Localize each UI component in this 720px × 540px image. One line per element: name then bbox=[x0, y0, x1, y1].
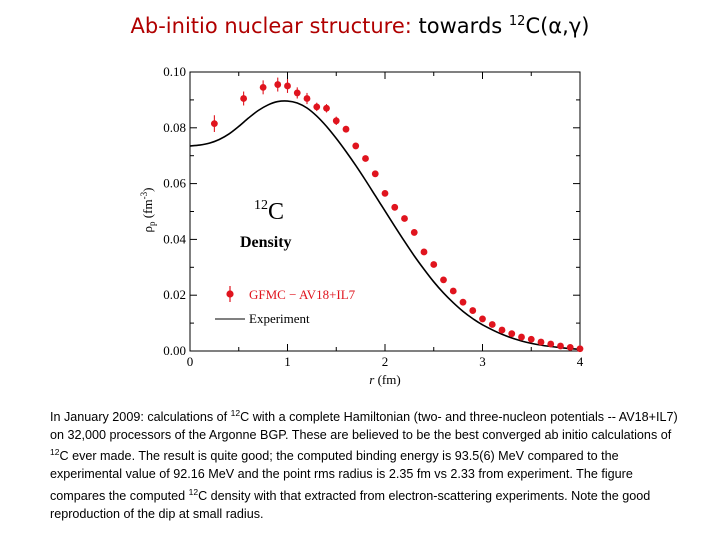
slide-title: Ab-initio nuclear structure: towards 12C… bbox=[0, 14, 720, 39]
gfmc-point bbox=[381, 189, 389, 197]
caption-superscript: 12 bbox=[50, 447, 60, 458]
gfmc-series bbox=[210, 77, 584, 353]
y-tick-label: 0.00 bbox=[163, 343, 186, 358]
gfmc-point bbox=[210, 120, 218, 128]
gfmc-point bbox=[323, 104, 330, 112]
y-tick-label: 0.10 bbox=[163, 64, 186, 79]
gfmc-point bbox=[352, 142, 360, 150]
caption-superscript: 12 bbox=[230, 408, 241, 418]
gfmc-point bbox=[440, 276, 447, 284]
gfmc-point bbox=[449, 287, 457, 295]
y-tick-label: 0.08 bbox=[163, 120, 186, 135]
y-axis-label: ρp (fm-3) bbox=[139, 188, 157, 233]
gfmc-point bbox=[508, 330, 516, 338]
gfmc-point bbox=[557, 342, 564, 350]
gfmc-point bbox=[391, 203, 399, 211]
gfmc-point bbox=[469, 307, 477, 314]
gfmc-point bbox=[518, 333, 525, 341]
gfmc-point bbox=[537, 338, 545, 346]
caption: In January 2009: calculations of 12C wit… bbox=[50, 405, 680, 523]
gfmc-point bbox=[342, 125, 350, 133]
density-annotation: Density bbox=[240, 234, 292, 251]
gfmc-point bbox=[547, 340, 555, 348]
x-axis-label: r (fm) bbox=[369, 372, 400, 387]
legend: GFMC − AV18+IL7 Experiment bbox=[215, 286, 356, 326]
gfmc-point bbox=[420, 248, 428, 256]
y-tick-label: 0.06 bbox=[163, 176, 186, 191]
gfmc-point bbox=[430, 261, 438, 268]
x-tick-label: 4 bbox=[577, 354, 584, 369]
gfmc-point bbox=[303, 95, 311, 102]
y-tick-label: 0.02 bbox=[163, 287, 186, 302]
experiment-line bbox=[189, 100, 581, 351]
caption-segment: C with a complete Hamiltonian (two- and … bbox=[50, 410, 678, 442]
legend-experiment-label: Experiment bbox=[249, 311, 310, 326]
gfmc-point bbox=[284, 82, 291, 90]
x-tick-label: 1 bbox=[284, 354, 291, 369]
caption-paragraph: In January 2009: calculations of 12C wit… bbox=[50, 405, 680, 523]
title-tail: C(α,γ) bbox=[525, 14, 590, 38]
caption-superscript: 12 bbox=[188, 486, 199, 497]
caption-segment: C ever made. The result is quite good; t… bbox=[50, 449, 633, 503]
title-black-part: towards bbox=[418, 14, 503, 38]
gfmc-point bbox=[498, 326, 506, 334]
title-superscript: 12 bbox=[508, 14, 526, 29]
gfmc-point bbox=[293, 89, 301, 97]
gfmc-point bbox=[576, 345, 584, 353]
y-tick-label: 0.04 bbox=[163, 231, 186, 246]
gfmc-point bbox=[488, 321, 496, 328]
legend-gfmc-label: GFMC − AV18+IL7 bbox=[249, 287, 356, 302]
gfmc-point bbox=[362, 155, 369, 162]
gfmc-point bbox=[410, 229, 418, 236]
axis-ticks bbox=[189, 71, 581, 352]
caption-segment: In January 2009: calculations of bbox=[50, 410, 231, 425]
gfmc-point bbox=[401, 215, 408, 222]
legend-gfmc-marker bbox=[226, 290, 234, 298]
gfmc-point bbox=[259, 83, 267, 91]
gfmc-point bbox=[313, 103, 321, 111]
x-tick-label: 2 bbox=[382, 354, 389, 369]
x-tick-label: 3 bbox=[479, 354, 486, 369]
gfmc-point bbox=[527, 335, 535, 343]
gfmc-point bbox=[566, 343, 574, 351]
x-tick-label: 0 bbox=[187, 354, 194, 369]
y-tick-labels: 0.00 0.02 0.04 0.06 0.08 0.10 bbox=[163, 64, 186, 358]
gfmc-point bbox=[459, 298, 467, 306]
density-chart: 0 1 2 3 4 0.00 0.02 0.04 0.06 0.08 0.10 r (fm) ρp… bbox=[139, 64, 584, 387]
caption-segment: C density with that extracted from elect… bbox=[50, 488, 651, 521]
title-red-part: Ab-initio nuclear structure: bbox=[130, 14, 412, 38]
nucleus-annotation: 12C bbox=[254, 198, 284, 225]
experiment-series bbox=[189, 100, 581, 351]
gfmc-point bbox=[371, 170, 379, 178]
x-tick-labels: 0 1 2 3 4 bbox=[187, 354, 584, 369]
gfmc-point bbox=[332, 117, 340, 125]
gfmc-point bbox=[479, 315, 486, 323]
gfmc-point bbox=[240, 95, 248, 102]
gfmc-point bbox=[274, 81, 282, 88]
